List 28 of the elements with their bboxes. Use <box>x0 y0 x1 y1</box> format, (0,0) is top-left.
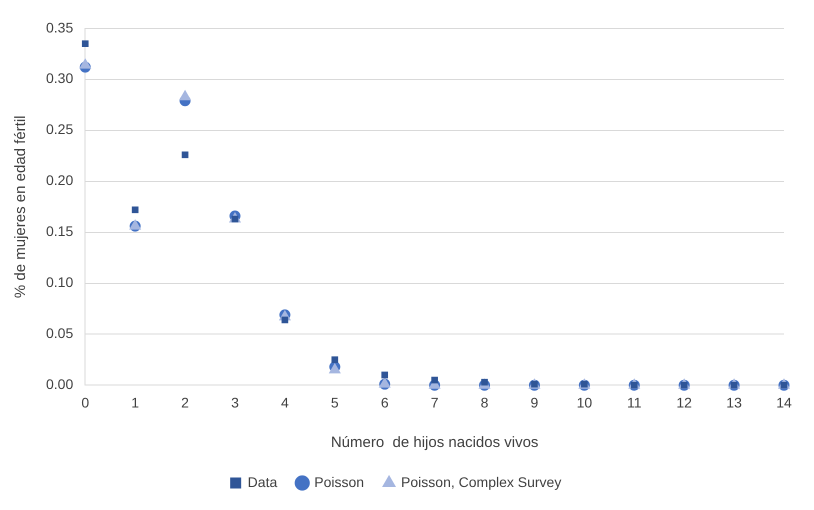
x-tick-label: 2 <box>181 394 190 410</box>
x-tick-label: 5 <box>330 394 339 410</box>
legend-label: Data <box>248 474 278 490</box>
x-tick-label: 9 <box>530 394 539 410</box>
x-tick-label: 11 <box>626 394 642 410</box>
x-tick-label: 8 <box>480 394 489 410</box>
y-tick-label: 0.00 <box>46 376 74 392</box>
x-tick-label: 7 <box>430 394 439 410</box>
x-tick-label: 13 <box>726 394 742 410</box>
legend-label: Poisson, Complex Survey <box>401 474 562 490</box>
y-tick-label: 0.05 <box>46 325 74 342</box>
x-tick-label: 0 <box>81 394 90 410</box>
x-tick-label: 6 <box>380 394 389 410</box>
x-tick-label: 1 <box>131 394 140 410</box>
y-tick-label: 0.30 <box>46 70 74 86</box>
y-axis-title: % de mujeres en edad fértil <box>12 115 30 298</box>
x-tick-label: 12 <box>676 394 692 410</box>
x-tick-label: 3 <box>231 394 240 410</box>
y-tick-label: 0.25 <box>46 121 74 138</box>
x-tick-label: 4 <box>280 394 289 410</box>
y-tick-label: 0.35 <box>46 19 74 36</box>
y-tick-label: 0.20 <box>46 172 74 188</box>
x-axis-title: Número de hijos nacidos vivos <box>330 434 538 452</box>
y-tick-label: 0.10 <box>46 274 74 290</box>
x-tick-label: 10 <box>576 394 592 410</box>
legend-label: Poisson <box>314 474 364 490</box>
y-tick-label: 0.15 <box>46 223 74 240</box>
x-tick-label: 14 <box>776 394 792 410</box>
